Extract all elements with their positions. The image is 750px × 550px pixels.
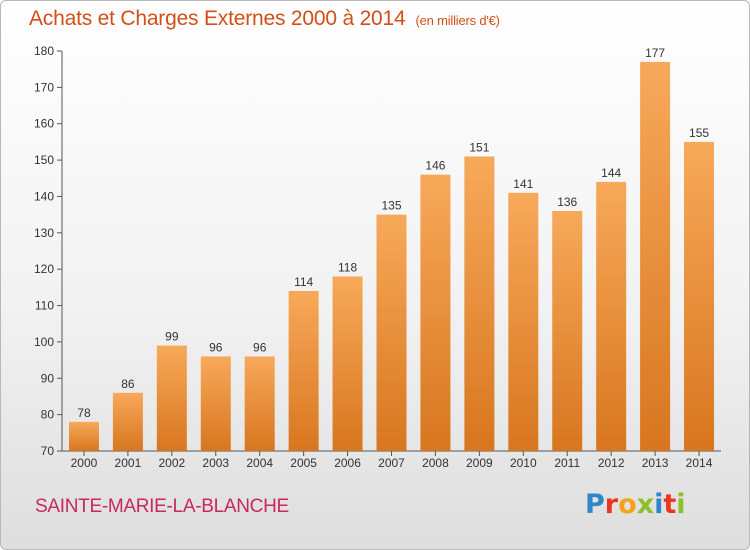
bar xyxy=(508,192,539,451)
bar xyxy=(244,356,275,451)
x-tick-label: 2008 xyxy=(422,456,449,470)
y-tick-label: 130 xyxy=(34,226,54,240)
data-label: 146 xyxy=(425,159,445,173)
data-label: 99 xyxy=(165,330,179,344)
data-label: 135 xyxy=(381,199,401,213)
y-tick-label: 120 xyxy=(34,262,54,276)
bar xyxy=(68,421,99,451)
logo-letter: r xyxy=(604,489,619,520)
data-label: 78 xyxy=(77,406,91,420)
chart-bars: 78 86 99 96 96 114 118 135 146 151 141 136 144 177 155 xyxy=(68,46,715,452)
bar xyxy=(288,291,319,451)
data-label: 118 xyxy=(338,260,357,274)
commune-name: SAINTE-MARIE-LA-BLANCHE xyxy=(35,496,289,517)
data-label: 151 xyxy=(469,140,489,154)
x-tick-label: 2000 xyxy=(71,456,98,470)
proxiti-logo: Proxiti xyxy=(585,489,686,520)
y-tick-label: 140 xyxy=(34,189,54,203)
data-label: 114 xyxy=(294,275,313,289)
y-tick-label: 80 xyxy=(41,408,55,422)
x-tick-label: 2001 xyxy=(115,456,142,470)
data-label: 86 xyxy=(121,377,135,391)
logo-letter: i xyxy=(676,489,686,520)
logo-letter: P xyxy=(585,489,605,520)
bar xyxy=(376,214,407,451)
data-label: 96 xyxy=(253,340,267,354)
bar xyxy=(200,356,231,451)
bar xyxy=(464,156,495,452)
bar xyxy=(552,211,583,451)
chart-title-text: Achats et Charges Externes 2000 à 2014 xyxy=(29,7,406,30)
y-tick-label: 90 xyxy=(41,371,55,385)
logo-letter: o xyxy=(618,489,637,520)
x-tick-label: 2010 xyxy=(510,456,537,470)
bar xyxy=(420,174,451,452)
bar xyxy=(596,181,627,451)
x-tick-label: 2009 xyxy=(466,456,493,470)
logo-letter: x xyxy=(636,489,655,520)
chart-title: Achats et Charges Externes 2000 à 2014 (e… xyxy=(29,7,500,31)
x-tick-label: 2014 xyxy=(686,456,713,470)
x-tick-label: 2003 xyxy=(202,456,229,470)
x-tick-label: 2011 xyxy=(554,456,580,470)
bar xyxy=(332,276,363,451)
y-tick-label: 170 xyxy=(34,80,54,94)
data-label: 96 xyxy=(209,340,223,354)
y-tick-label: 180 xyxy=(34,44,54,58)
x-tick-label: 2012 xyxy=(598,456,625,470)
y-tick-label: 110 xyxy=(35,299,54,313)
x-tick-label: 2002 xyxy=(158,456,185,470)
y-tick-label: 70 xyxy=(41,444,55,458)
data-label: 177 xyxy=(645,46,665,60)
logo-letter: t xyxy=(663,489,677,520)
x-tick-label: 2006 xyxy=(334,456,361,470)
y-tick-label: 150 xyxy=(34,153,54,167)
bar xyxy=(684,141,715,451)
x-tick-label: 2005 xyxy=(290,456,317,470)
x-tick-label: 2004 xyxy=(246,456,273,470)
logo-letter: i xyxy=(654,489,664,520)
data-label: 136 xyxy=(557,195,577,209)
y-tick-label: 100 xyxy=(34,335,54,349)
y-tick-label: 160 xyxy=(34,117,54,131)
data-label: 141 xyxy=(513,177,533,191)
data-label: 155 xyxy=(689,126,709,140)
x-tick-label: 2013 xyxy=(642,456,669,470)
data-label: 144 xyxy=(601,166,621,180)
bar xyxy=(640,61,671,452)
bar xyxy=(112,392,143,451)
bar xyxy=(156,345,187,451)
x-tick-label: 2007 xyxy=(378,456,405,470)
chart-subtitle: (en milliers d'€) xyxy=(415,13,500,28)
